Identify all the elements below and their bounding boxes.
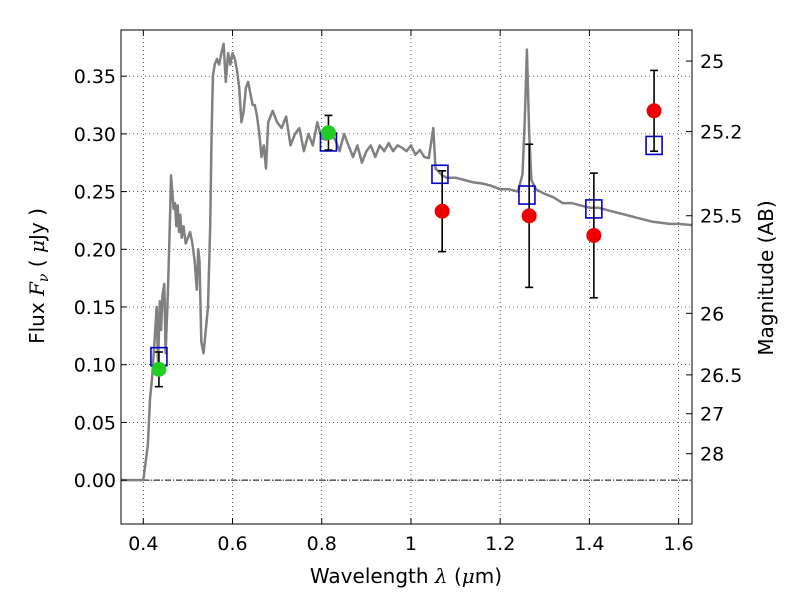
observed-point (586, 227, 602, 243)
y-axis-paren: ( (25, 253, 49, 274)
x-axis-label: Wavelength λ (μm) (310, 564, 502, 588)
x-axis-lambda: λ (434, 564, 448, 588)
model-spectrum-line (121, 42, 693, 482)
mag-tick-label: 26 (700, 303, 724, 325)
observed-point (434, 203, 450, 219)
y-tick-label: 0.05 (74, 412, 116, 434)
x-axis-unit: m) (475, 564, 502, 588)
x-tick-label: 1.4 (574, 533, 604, 555)
observed-point (320, 125, 336, 141)
x-tick-label: 0.6 (217, 533, 247, 555)
x-axis-paren: ( (448, 564, 462, 588)
x-tick-label: 0.4 (128, 533, 158, 555)
y-axis-label: Flux Fν ( μJy ) (25, 208, 52, 344)
mag-tick-label: 27 (700, 404, 724, 426)
axis-ticks: 0.4 0.6 0.8 1 1.2 1.4 1.6 0.00 0.05 0.10 0.15 0.20 0… (74, 30, 742, 555)
observed-point (646, 103, 662, 119)
x-axis-mu: μ (462, 564, 475, 588)
mag-tick-label: 26.5 (700, 365, 742, 387)
y2-axis-label: Magnitude (AB) (754, 200, 778, 355)
y-tick-label: 0.00 (74, 470, 116, 492)
y-tick-label: 0.35 (74, 66, 116, 88)
model-flux-square (431, 164, 449, 185)
y-axis-label-prefix: Flux (25, 296, 49, 344)
x-tick-label: 0.8 (307, 533, 337, 555)
observed-point (151, 361, 167, 377)
y-axis-nu: ν (36, 273, 52, 282)
mag-tick-label: 25.5 (700, 206, 742, 228)
y-tick-label: 0.10 (74, 355, 116, 377)
y-tick-label: 0.25 (74, 182, 116, 204)
x-tick-label: 1.6 (664, 533, 694, 555)
mag-tick-label: 25 (700, 51, 724, 73)
x-tick-label: 1.2 (485, 533, 515, 555)
y-tick-label: 0.20 (74, 239, 116, 261)
x-axis-label-prefix: Wavelength (310, 564, 435, 588)
model-spectrum-series (121, 42, 693, 482)
observed-point (521, 208, 537, 224)
y-axis-F: F (25, 281, 49, 297)
mag-tick-label: 28 (700, 444, 724, 466)
y-axis-mu: μ (25, 240, 49, 253)
model-flux-square (518, 185, 536, 205)
y-tick-label: 0.15 (74, 297, 116, 319)
plot-frame (120, 29, 693, 525)
y-axis-unit: Jy ) (25, 208, 49, 242)
grid (121, 30, 692, 524)
mag-tick-label: 25.2 (700, 122, 742, 144)
y-tick-label: 0.30 (74, 124, 116, 146)
photometry-series (150, 69, 663, 388)
x-tick-label: 1 (405, 533, 417, 555)
